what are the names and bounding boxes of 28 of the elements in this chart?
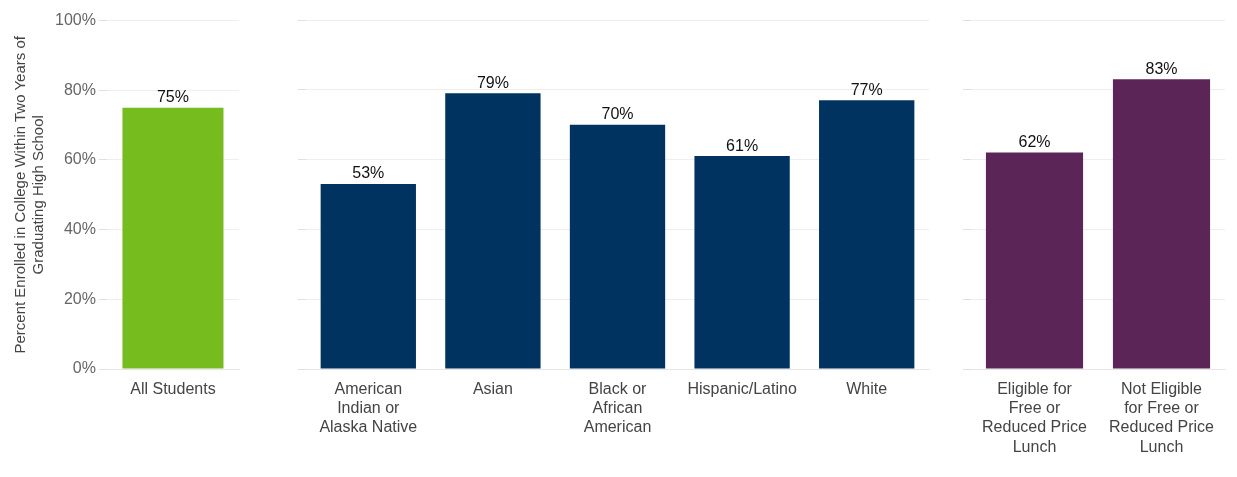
data-label: 79% bbox=[476, 73, 509, 91]
x-tick-label: All Students bbox=[130, 380, 216, 398]
bar bbox=[569, 124, 666, 369]
y-axis-title: Percent Enrolled in College Within Two Years of Graduating High School bbox=[11, 35, 47, 354]
x-tick-label: Black or African American bbox=[583, 380, 652, 436]
bar bbox=[445, 93, 541, 369]
x-tick-label: American Indian or Alaska Native bbox=[319, 380, 418, 436]
data-label: 53% bbox=[352, 164, 385, 182]
data-label: 83% bbox=[1145, 59, 1178, 77]
x-tick-label: Not Eligible for Free or Reduced Price Lunch bbox=[1109, 380, 1215, 455]
y-tick-label: 0% bbox=[72, 359, 96, 377]
bar bbox=[819, 100, 915, 369]
data-label: 75% bbox=[156, 88, 189, 106]
x-tick-label: White bbox=[846, 380, 888, 398]
x-tick-label: Hispanic/Latino bbox=[687, 380, 797, 398]
bar bbox=[320, 184, 416, 369]
bar bbox=[694, 156, 790, 369]
y-tick-label: 80% bbox=[63, 80, 96, 98]
y-tick-label: 100% bbox=[55, 11, 96, 29]
data-label: 61% bbox=[726, 136, 759, 154]
data-label: 77% bbox=[850, 80, 883, 98]
data-label: 70% bbox=[601, 105, 634, 123]
y-tick-label: 40% bbox=[63, 220, 96, 238]
x-tick-label: Asian bbox=[472, 380, 513, 398]
data-label: 62% bbox=[1018, 133, 1051, 151]
x-tick-label: Eligible for Free or Reduced Price Lunch bbox=[982, 380, 1088, 455]
y-tick-label: 20% bbox=[63, 289, 96, 307]
y-tick-label: 60% bbox=[63, 150, 96, 168]
